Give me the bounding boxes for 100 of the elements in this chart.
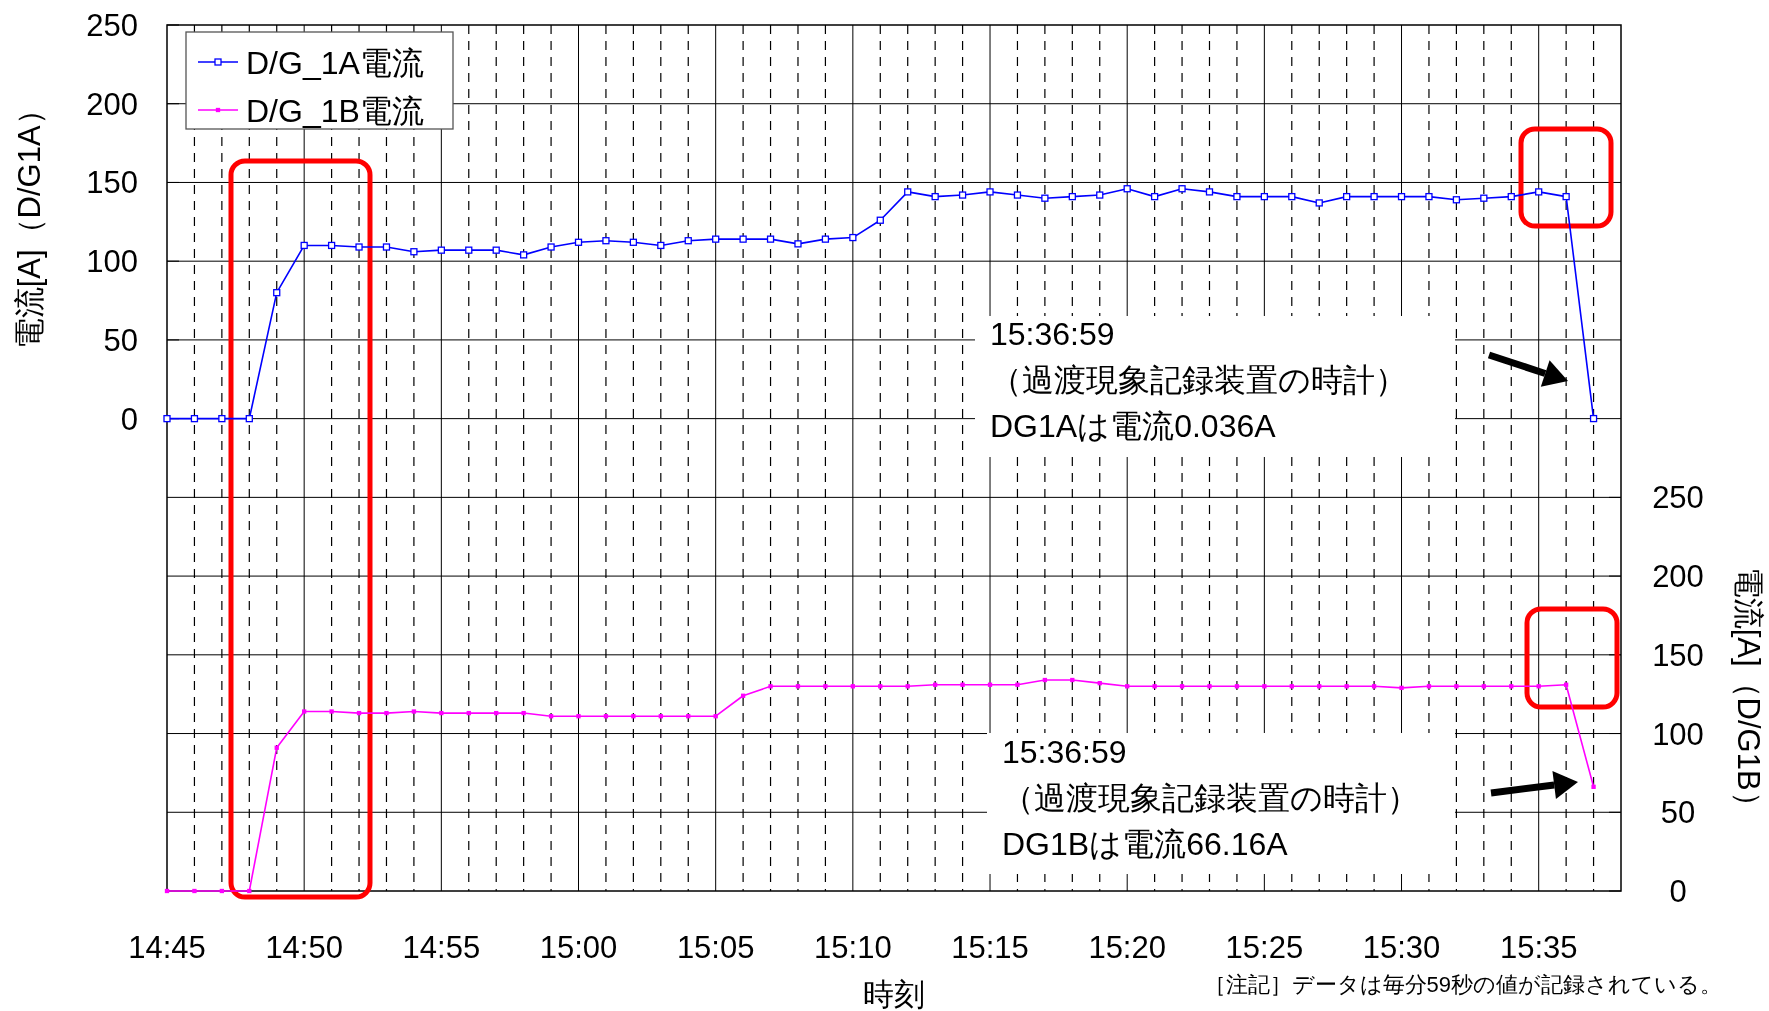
point bbox=[850, 684, 855, 689]
point bbox=[1315, 199, 1323, 207]
point bbox=[1205, 188, 1214, 196]
point bbox=[492, 246, 500, 254]
y2-axis-title: 電流[A]（D/G1B） bbox=[1731, 566, 1766, 822]
point bbox=[1452, 196, 1461, 204]
point bbox=[1150, 192, 1159, 201]
y-tick-label: 100 bbox=[86, 244, 138, 280]
point bbox=[629, 238, 638, 246]
x-tick-label: 15:25 bbox=[1225, 930, 1304, 965]
point bbox=[821, 235, 830, 243]
point bbox=[602, 237, 610, 245]
point bbox=[1425, 192, 1433, 201]
point bbox=[795, 684, 801, 689]
point bbox=[1041, 194, 1049, 202]
annotation: 15:36:59 （過渡現象記録装置の時計） DG1Aは電流0.036A bbox=[990, 316, 1407, 444]
point bbox=[521, 710, 526, 716]
x-tick-label: 14:45 bbox=[128, 930, 206, 965]
point bbox=[384, 710, 389, 716]
point bbox=[931, 192, 939, 201]
point bbox=[794, 240, 802, 248]
point bbox=[960, 682, 965, 687]
point bbox=[1097, 681, 1102, 686]
point bbox=[933, 682, 938, 687]
point bbox=[329, 709, 334, 714]
point bbox=[657, 241, 665, 250]
point bbox=[1344, 684, 1349, 689]
point bbox=[766, 235, 775, 243]
point bbox=[712, 235, 720, 243]
y-axis-title: 電流[A]（D/G1A） bbox=[12, 94, 47, 350]
point bbox=[1013, 191, 1022, 199]
y2-tick-label: 100 bbox=[1652, 716, 1704, 752]
x-tick-label: 14:50 bbox=[265, 930, 343, 965]
point bbox=[1591, 784, 1596, 789]
point bbox=[273, 289, 281, 297]
point bbox=[437, 246, 445, 254]
point bbox=[1288, 192, 1296, 201]
point bbox=[1509, 684, 1514, 689]
y2-tick-label: 50 bbox=[1660, 795, 1696, 831]
point bbox=[878, 684, 883, 689]
point bbox=[823, 684, 828, 689]
y2-tick-label: 250 bbox=[1652, 480, 1704, 516]
point bbox=[1536, 684, 1541, 689]
x-tick-label: 15:20 bbox=[1088, 930, 1166, 965]
y-tick-label: 50 bbox=[103, 322, 138, 358]
point bbox=[876, 216, 884, 224]
point bbox=[274, 745, 279, 750]
point bbox=[494, 710, 499, 716]
y-tick-label: 150 bbox=[86, 165, 138, 201]
point bbox=[739, 235, 747, 243]
point bbox=[300, 241, 308, 250]
point bbox=[1125, 684, 1130, 689]
point bbox=[465, 246, 473, 254]
point bbox=[1371, 684, 1377, 689]
point bbox=[1123, 185, 1131, 193]
x-tick-label: 15:30 bbox=[1362, 930, 1441, 965]
x-tick-label: 15:05 bbox=[676, 930, 755, 965]
point bbox=[740, 693, 746, 698]
point bbox=[1152, 684, 1157, 689]
point bbox=[1426, 684, 1432, 689]
x-tick-label: 15:10 bbox=[814, 930, 892, 965]
point bbox=[1343, 192, 1351, 201]
y-tick-label: 250 bbox=[86, 8, 138, 43]
point bbox=[355, 243, 363, 251]
point bbox=[1480, 194, 1488, 202]
point bbox=[410, 248, 418, 256]
legend-label: D/G_1A電流 bbox=[246, 45, 424, 81]
point bbox=[1234, 684, 1240, 689]
point bbox=[1068, 192, 1076, 201]
point bbox=[904, 188, 912, 196]
text: ［注記］データは毎分59秒の値が記録されている。 bbox=[1203, 972, 1722, 997]
point bbox=[849, 233, 857, 242]
point bbox=[713, 714, 718, 719]
y-tick-label: 200 bbox=[86, 86, 138, 122]
point bbox=[1397, 192, 1406, 201]
point bbox=[466, 710, 471, 716]
point bbox=[164, 888, 170, 894]
x-axis-title: 時刻 bbox=[863, 977, 925, 1011]
y2-tick-label: 200 bbox=[1652, 559, 1704, 595]
point bbox=[576, 714, 581, 719]
point bbox=[574, 238, 583, 246]
point bbox=[245, 414, 253, 423]
y-tick-label: 0 bbox=[120, 401, 138, 437]
point bbox=[631, 714, 636, 719]
point bbox=[1289, 684, 1294, 689]
point bbox=[1507, 192, 1515, 201]
point bbox=[768, 684, 773, 689]
x-tick-label: 14:55 bbox=[402, 930, 481, 965]
point bbox=[1233, 192, 1241, 201]
point bbox=[1535, 188, 1543, 196]
point bbox=[1070, 677, 1075, 683]
point bbox=[1317, 684, 1322, 689]
x-tick-label: 15:00 bbox=[539, 930, 618, 965]
point bbox=[1454, 684, 1459, 689]
point bbox=[686, 714, 691, 719]
annotation: 15:36:59 （過渡現象記録装置の時計） DG1Bは電流66.16A bbox=[1002, 734, 1419, 862]
point bbox=[603, 714, 609, 719]
point bbox=[247, 888, 252, 894]
point bbox=[1179, 684, 1185, 689]
point bbox=[219, 888, 225, 894]
